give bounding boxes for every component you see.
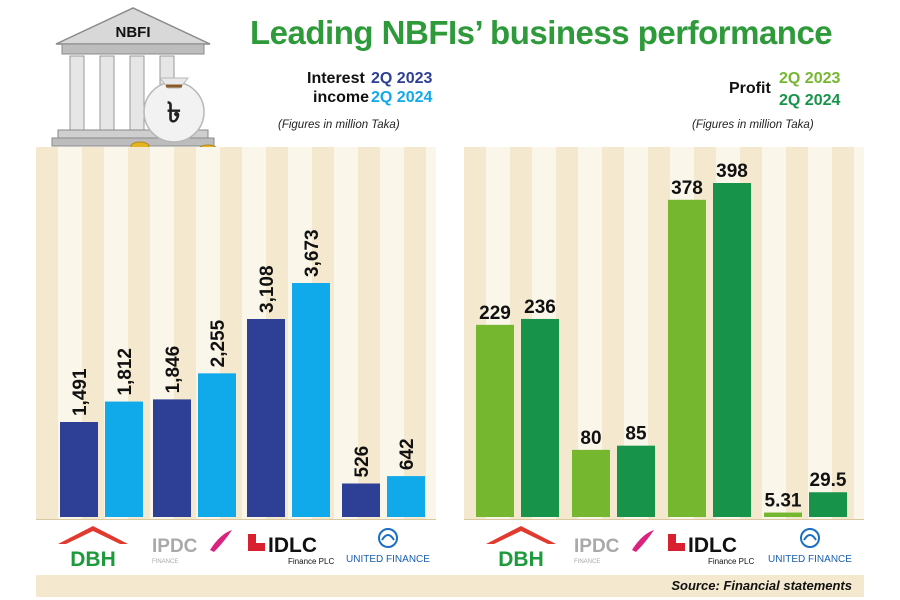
bar-dbh-2q-2023 — [60, 422, 98, 517]
background-stripe — [380, 147, 404, 519]
data-label: 2,255 — [208, 319, 229, 367]
interest-income-panel: 1,491 1,812 1,846 2,255 3,108 3,673 526 642 — [36, 147, 450, 521]
idlc-logo-subtext: Finance PLC — [288, 557, 334, 566]
data-label: 229 — [479, 303, 511, 324]
source-note: Source: Financial statements — [671, 578, 852, 593]
bar-ipdc-2q-2023 — [572, 449, 610, 517]
united-finance-logo-text: UNITED FINANCE — [346, 554, 430, 565]
left-logos-row: DBH IPDC FINANCE IDLC Finance PLC UNITED… — [36, 520, 436, 572]
right-logos-row: DBH IPDC FINANCE IDLC Finance PLC UNITED… — [464, 520, 864, 572]
ipdc-logo-subtext: FINANCE — [152, 559, 178, 565]
background-stripe — [808, 147, 832, 519]
bar-idlc-2q-2024 — [292, 283, 330, 517]
data-label: 642 — [397, 438, 418, 470]
data-label: 236 — [524, 297, 556, 318]
bar-idlc-2q-2024 — [713, 183, 751, 517]
bar-ipdc-2q-2024 — [198, 373, 236, 517]
data-label: 398 — [716, 161, 748, 182]
bar-idlc-2q-2023 — [247, 318, 285, 517]
idlc-logo: IDLC Finance PLC — [664, 520, 758, 572]
taka-sign: ৳ — [167, 97, 181, 128]
bank-building-icon: NBFI ৳ — [51, 7, 227, 164]
data-label: 1,846 — [163, 346, 184, 394]
left-units-note: (Figures in million Taka) — [278, 119, 400, 131]
profit-panel: 229 236 80 85 378 398 5.31 29.5 — [464, 147, 878, 521]
ipdc-logo: IPDC FINANCE — [146, 520, 238, 572]
legend-label-profit: Profit — [729, 80, 771, 97]
bar-united-finance-2q-2024 — [809, 492, 847, 517]
source-bar: Source: Financial statements — [36, 575, 864, 597]
data-label: 80 — [580, 428, 601, 449]
ipdc-logo-text: IPDC — [574, 536, 620, 557]
bar-ipdc-2q-2024 — [617, 445, 655, 517]
dbh-logo: DBH — [476, 520, 566, 572]
ipdc-logo-text: IPDC — [152, 536, 198, 557]
data-label: 3,673 — [302, 229, 323, 277]
idlc-logo: IDLC Finance PLC — [244, 520, 338, 572]
data-label: 3,108 — [257, 265, 278, 313]
data-label: 378 — [671, 178, 703, 199]
bar-united-finance-2q-2023 — [342, 483, 380, 517]
legend-label-income: income — [313, 89, 370, 106]
dbh-logo-text: DBH — [498, 548, 544, 570]
legend-interest-2023: 2Q 2023 — [371, 70, 433, 87]
background-stripe — [854, 147, 878, 519]
bar-united-finance-2q-2023 — [764, 512, 802, 517]
ipdc-logo: IPDC FINANCE — [568, 520, 660, 572]
data-label: 1,491 — [70, 368, 91, 416]
bar-dbh-2q-2024 — [521, 318, 559, 517]
idlc-logo-text: IDLC — [688, 534, 737, 557]
right-units-note: (Figures in million Taka) — [692, 119, 814, 131]
data-label: 5.31 — [765, 491, 802, 512]
united-finance-logo-text: UNITED FINANCE — [768, 554, 852, 565]
legend-profit-2023: 2Q 2023 — [779, 70, 841, 87]
united-finance-logo: UNITED FINANCE — [340, 520, 436, 572]
dbh-logo-text: DBH — [70, 548, 116, 570]
data-label: 526 — [352, 446, 373, 478]
bar-dbh-2q-2023 — [476, 324, 514, 517]
data-label: 85 — [625, 424, 647, 445]
profit-chart: 229 236 80 85 378 398 5.31 29.5 — [476, 147, 878, 519]
bar-idlc-2q-2023 — [668, 199, 706, 517]
idlc-logo-subtext: Finance PLC — [708, 557, 754, 566]
background-stripe — [334, 147, 358, 519]
dbh-logo: DBH — [48, 520, 138, 572]
bar-dbh-2q-2024 — [105, 401, 143, 517]
legend-interest-2024: 2Q 2024 — [371, 89, 433, 106]
bar-ipdc-2q-2023 — [153, 399, 191, 517]
data-label: 1,812 — [115, 348, 136, 396]
interest-income-chart: 1,491 1,812 1,846 2,255 3,108 3,673 526 642 — [58, 147, 450, 519]
legend-label-interest: Interest — [307, 70, 365, 87]
data-label: 29.5 — [810, 470, 847, 491]
ipdc-logo-subtext: FINANCE — [574, 559, 600, 565]
bar-united-finance-2q-2024 — [387, 476, 425, 517]
background-stripe — [762, 147, 786, 519]
idlc-logo-text: IDLC — [268, 534, 317, 557]
bank-sign: NBFI — [116, 24, 151, 41]
background-stripe — [426, 147, 450, 519]
legend-profit-2024: 2Q 2024 — [779, 92, 841, 109]
chart-title: Leading NBFIs’ business performance — [250, 14, 833, 51]
united-finance-logo: UNITED FINANCE — [760, 520, 860, 572]
